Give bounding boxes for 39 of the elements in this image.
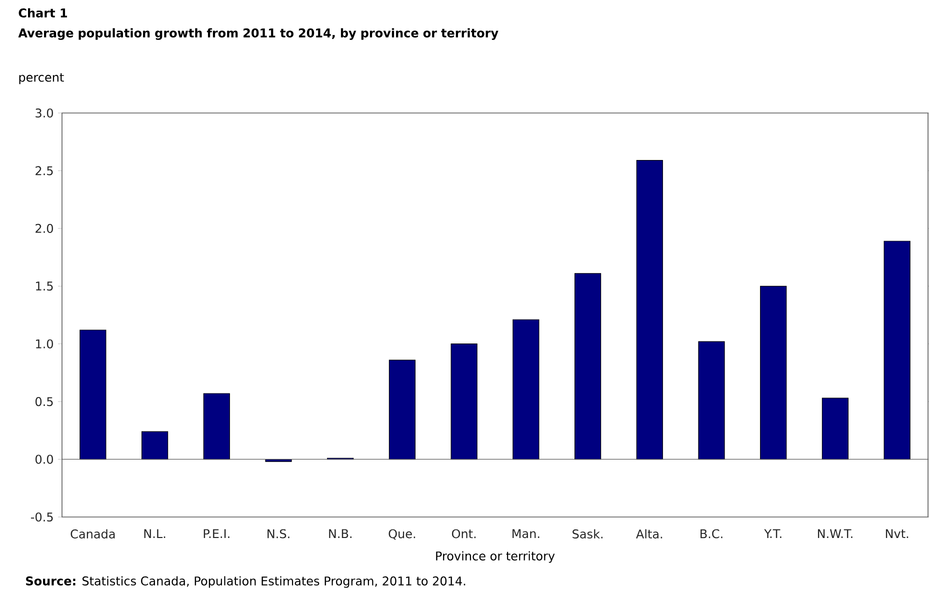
x-tick-label: Nvt. bbox=[886, 529, 908, 538]
x-tick-label: Que. bbox=[388, 529, 416, 540]
bar bbox=[822, 398, 849, 460]
x-tick-label: B.C. bbox=[700, 529, 722, 538]
x-tick-label: Alta. bbox=[636, 529, 662, 538]
bar bbox=[80, 330, 106, 460]
bar bbox=[698, 341, 725, 460]
chart-subtitle: Average population growth from 2011 to 2014, by province or territory bbox=[18, 28, 498, 40]
bar bbox=[574, 273, 602, 460]
y-tick-label: -0.5 bbox=[30, 512, 53, 522]
bar bbox=[512, 319, 540, 460]
text: Source: Statistics Canada, Population Estimates Program, 2011 to 2014. bbox=[26, 576, 466, 588]
x-tick-label: Sask. bbox=[572, 529, 602, 538]
y-tick-label: 2.0 bbox=[36, 224, 54, 233]
x-tick-label: N.S. bbox=[268, 529, 290, 538]
bar bbox=[141, 431, 168, 460]
x-tick-label: Ont. bbox=[452, 529, 476, 538]
bar bbox=[884, 240, 910, 460]
bar bbox=[636, 160, 663, 460]
bar bbox=[388, 360, 416, 460]
y-tick-label: 1.0 bbox=[36, 339, 54, 348]
y-tick-label: 2.5 bbox=[36, 166, 53, 176]
y-tick-label: 0.5 bbox=[36, 397, 53, 406]
y-axis-title: percent bbox=[19, 73, 64, 84]
y-tick-label: 0.0 bbox=[36, 454, 54, 464]
y-tick-label: 3.0 bbox=[36, 108, 54, 118]
y-tick-label: 1.5 bbox=[36, 282, 53, 291]
x-axis-title: Province or territory bbox=[436, 551, 555, 563]
bar bbox=[760, 286, 787, 460]
chart-title: Chart 1 bbox=[18, 8, 68, 18]
x-tick-label: Canada bbox=[70, 529, 115, 538]
x-tick-label: Y.T. bbox=[764, 529, 782, 538]
x-tick-label: N.B. bbox=[329, 529, 352, 538]
bar bbox=[203, 393, 230, 460]
x-tick-label: N.L. bbox=[144, 529, 166, 538]
x-tick-label: Man. bbox=[512, 529, 540, 538]
x-tick-label: P.E.I. bbox=[204, 529, 230, 538]
bar bbox=[450, 344, 478, 460]
x-tick-label: N.W.T. bbox=[818, 529, 852, 538]
